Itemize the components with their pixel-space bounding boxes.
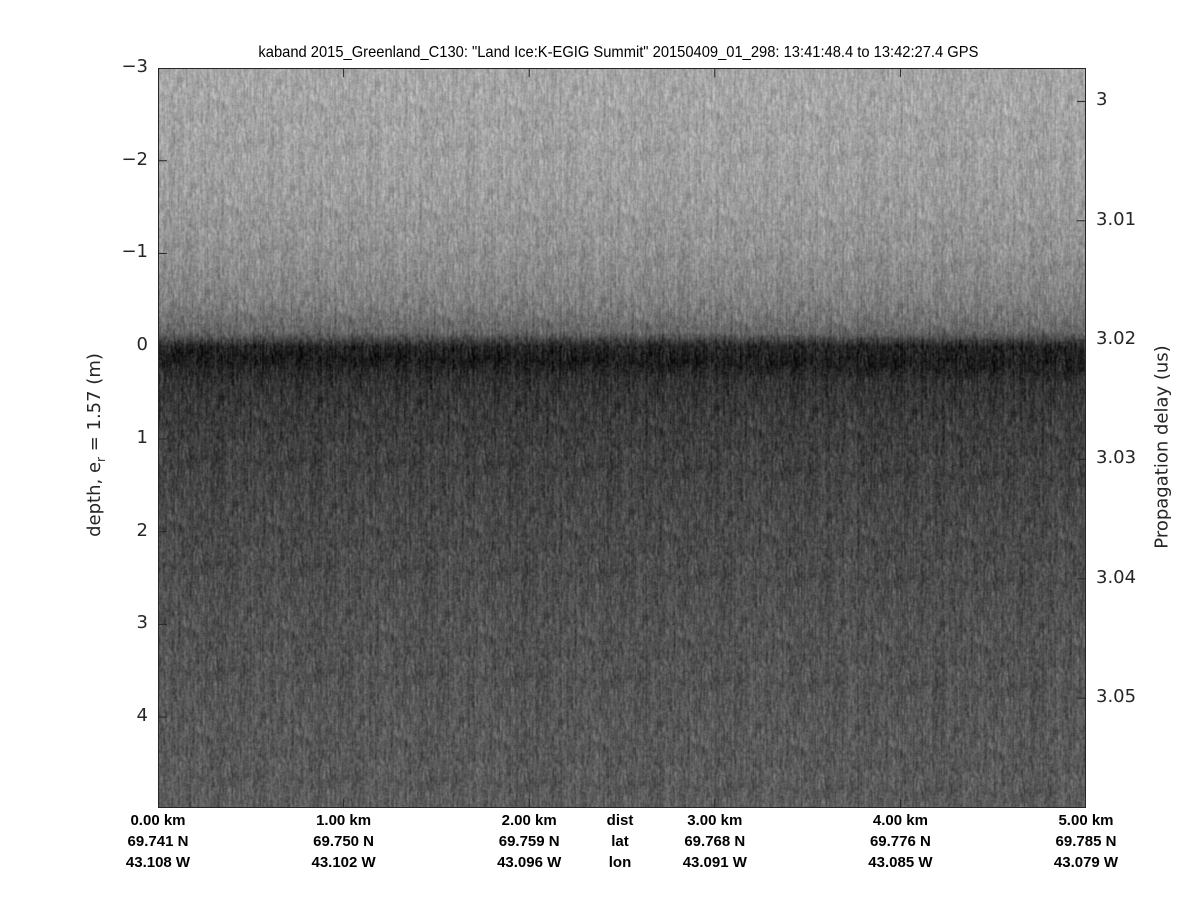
- y-tick-label-right: 3.02: [1096, 328, 1137, 350]
- y-tick-label-left: 2: [136, 519, 148, 541]
- y-tick-label-right: 3: [1096, 89, 1108, 111]
- axes-frame: [158, 68, 1086, 808]
- y-tick-label-left: −3: [121, 56, 148, 77]
- y-label-text: depth, e: [84, 461, 106, 537]
- y-label-subscript: r: [93, 457, 108, 462]
- plot-area: [158, 68, 1086, 808]
- y-axis-right-label: Propagation delay (us): [1151, 345, 1173, 549]
- x-tick-lon-label: 43.096 W: [497, 854, 562, 871]
- y-tick-label-left: −2: [121, 148, 148, 170]
- x-tick-dist-label: 0.00 km: [130, 812, 186, 829]
- x-tick-lat-label: 69.768 N: [684, 833, 746, 850]
- x-tick-lat-label: 69.785 N: [1055, 833, 1117, 850]
- x-tick-dist-label: 2.00 km: [501, 812, 557, 829]
- axes-box: [158, 68, 1086, 808]
- x-tick-lat-label: 69.741 N: [127, 833, 189, 850]
- x-tick-lon-label: 43.108 W: [125, 854, 191, 871]
- y-tick-label-right: 3.05: [1096, 686, 1137, 708]
- chart-title: kaband 2015_Greenland_C130: "Land Ice:K-…: [258, 44, 979, 61]
- y-tick-label-left: 4: [136, 705, 148, 727]
- row-label-dist: dist: [606, 812, 634, 829]
- x-tick-lat-label: 69.750 N: [313, 833, 375, 850]
- x-tick-dist-label: 3.00 km: [687, 812, 743, 829]
- y-tick-label-right: 3.03: [1096, 447, 1137, 469]
- y-tick-label-left: 0: [136, 334, 148, 356]
- x-tick-lon-label: 43.102 W: [311, 854, 376, 871]
- x-tick-dist-label: 4.00 km: [872, 812, 928, 829]
- row-label-lon: lon: [608, 854, 632, 871]
- x-tick-lat-label: 69.776 N: [869, 833, 931, 850]
- x-tick-lon-label: 43.085 W: [868, 854, 933, 871]
- x-tick-lat-label: 69.759 N: [498, 833, 560, 850]
- x-tick-lon-label: 43.091 W: [682, 854, 747, 871]
- y-tick-label-left: −1: [121, 241, 148, 263]
- y-tick-label-left: 1: [136, 426, 148, 448]
- x-tick-dist-label: 5.00 km: [1058, 812, 1114, 829]
- row-label-lat: lat: [611, 833, 629, 850]
- y-tick-label-left: 3: [136, 612, 148, 634]
- y-label-suffix: = 1.57 (m): [84, 353, 106, 458]
- echogram-heatmap: [158, 68, 1086, 808]
- x-tick-lon-label: 43.079 W: [1053, 854, 1119, 871]
- y-tick-label-right: 3.04: [1096, 566, 1137, 588]
- y-axis-left-label: depth, er = 1.57 (m): [84, 353, 108, 537]
- y-tick-label-right: 3.01: [1096, 208, 1137, 230]
- x-tick-dist-label: 1.00 km: [316, 812, 372, 829]
